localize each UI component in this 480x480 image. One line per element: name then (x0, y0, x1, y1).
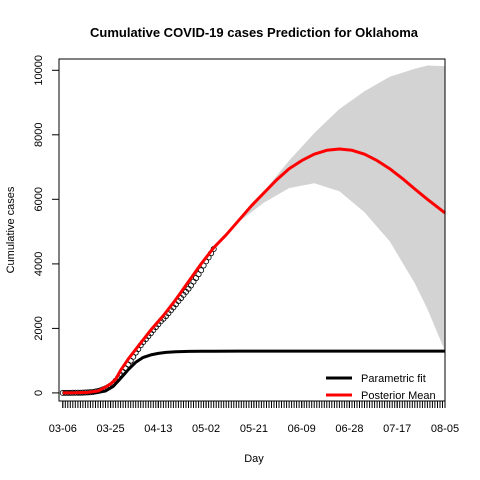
x-tick-label: 06-28 (335, 423, 363, 435)
legend-label: Posterior Mean (361, 390, 436, 402)
x-tick-label: 05-21 (240, 423, 268, 435)
x-axis-label: Day (244, 453, 264, 465)
observed-point (198, 267, 205, 274)
y-tick-label: 0 (33, 390, 45, 396)
x-tick-label: 08-05 (431, 423, 459, 435)
x-tick-label: 03-25 (97, 423, 125, 435)
prediction-band (213, 65, 445, 351)
observed-points-layer (59, 245, 217, 396)
y-axis: 0 2000 4000 6000 8000 10000 (33, 55, 59, 396)
y-tick-label: 4000 (33, 252, 45, 276)
series-layer (62, 147, 446, 395)
y-tick-label: 10000 (33, 55, 45, 86)
y-axis-label: Cumulative cases (5, 186, 17, 273)
series-line-parametric-fit (62, 349, 445, 395)
prediction-band-layer (213, 65, 445, 351)
legend: Parametric fit Posterior Mean (326, 373, 436, 402)
x-tick-label: 07-17 (383, 423, 411, 435)
x-tick-label: 06-09 (288, 423, 316, 435)
y-tick-label: 2000 (33, 316, 45, 340)
x-axis: 03-06 03-25 04-13 05-02 05-21 06-09 06-28 07-17… (49, 401, 459, 435)
x-tick-label: 04-13 (144, 423, 172, 435)
plot-frame (58, 58, 446, 402)
x-tick-label: 05-02 (192, 423, 220, 435)
x-tick-label: 03-06 (49, 423, 77, 435)
chart-title: Cumulative COVID-19 cases Prediction for… (90, 25, 419, 40)
y-tick-label: 8000 (33, 123, 45, 147)
series-line-posterior-mean (62, 147, 446, 395)
observed-point (190, 278, 197, 285)
y-tick-label: 6000 (33, 187, 45, 211)
legend-label: Parametric fit (361, 373, 426, 385)
